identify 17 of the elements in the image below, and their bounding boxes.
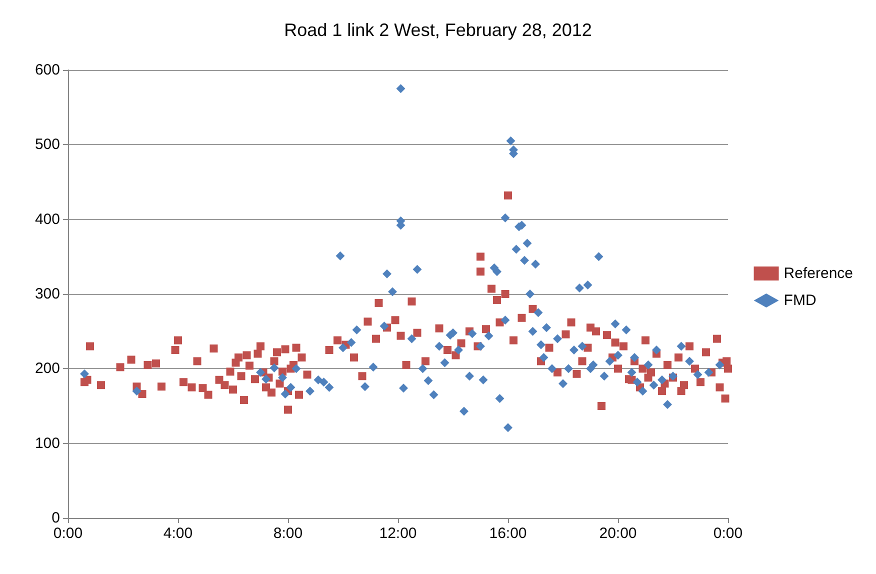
y-tick-label: 0 <box>52 510 60 526</box>
x-tick-label: 4:00 <box>163 525 193 542</box>
legend-label: FMD <box>784 292 816 309</box>
legend-label: Reference <box>784 265 854 282</box>
x-tick-label: 0:00 <box>713 525 743 542</box>
y-tick-label: 200 <box>34 360 60 378</box>
x-tick-label: 16:00 <box>489 525 527 542</box>
y-tick-label: 600 <box>34 62 60 78</box>
x-tick-label: 0:00 <box>53 525 83 542</box>
y-tick-label: 400 <box>34 210 60 228</box>
chart-title: Road 1 link 2 West, February 28, 2012 <box>284 20 592 40</box>
y-tick-label: 100 <box>34 434 60 452</box>
x-tick-label: 20:00 <box>599 525 637 542</box>
y-tick-label: 300 <box>34 286 60 302</box>
x-tick-label: 12:00 <box>379 525 417 542</box>
x-tick-label: 8:00 <box>273 525 303 542</box>
y-tick-label: 500 <box>34 136 60 154</box>
